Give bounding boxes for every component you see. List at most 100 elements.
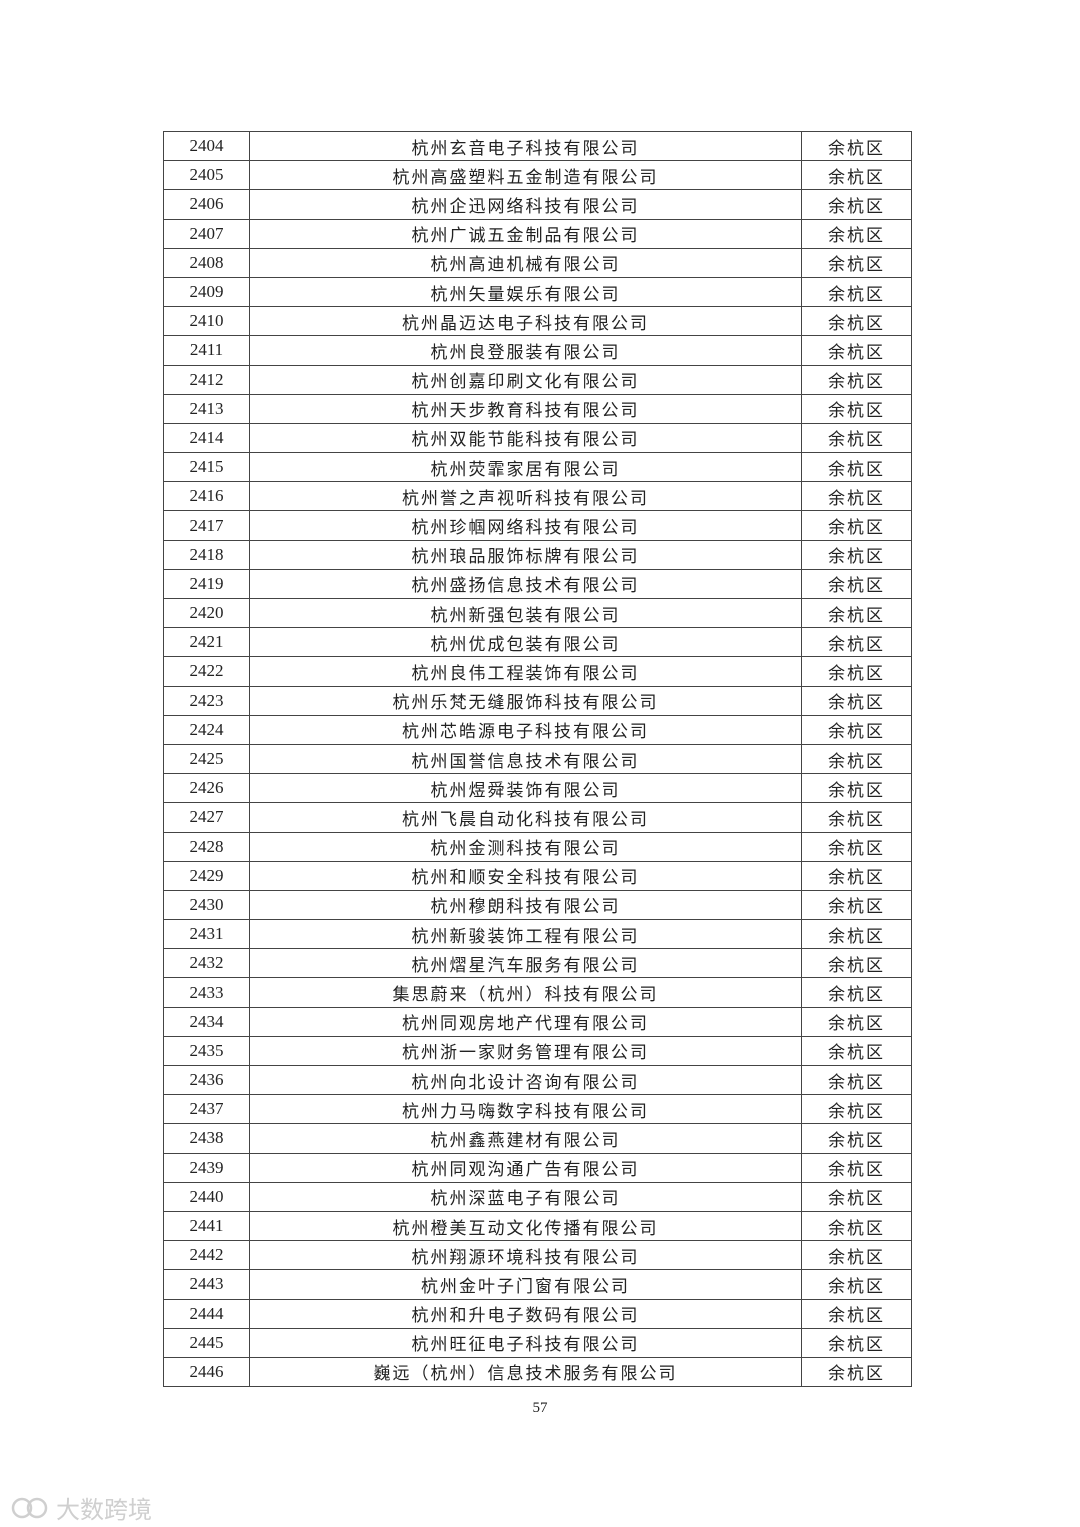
row-number: 2440 (163, 1181, 250, 1212)
row-number: 2425 (163, 743, 250, 775)
table-row: 2407 杭州广诚五金制品有限公司 余杭区 (163, 218, 912, 249)
district: 余杭区 (801, 1123, 912, 1154)
district: 余杭区 (801, 335, 912, 366)
district: 余杭区 (801, 160, 912, 191)
table-row: 2436 杭州向北设计咨询有限公司 余杭区 (163, 1064, 912, 1096)
table-row: 2422 杭州良伟工程装饰有限公司 余杭区 (163, 656, 912, 687)
company-name: 杭州企迅网络科技有限公司 (249, 189, 802, 220)
table-row: 2435 杭州浙一家财务管理有限公司 余杭区 (163, 1035, 912, 1067)
district: 余杭区 (801, 627, 912, 658)
district: 余杭区 (801, 510, 912, 541)
company-name: 杭州金叶子门窗有限公司 (249, 1269, 802, 1300)
table-row: 2404 杭州玄音电子科技有限公司 余杭区 (163, 130, 912, 162)
district: 余杭区 (801, 773, 912, 804)
company-name: 杭州荧霏家居有限公司 (249, 452, 802, 483)
page-number: 57 (532, 1400, 548, 1416)
district: 余杭区 (801, 568, 912, 600)
table-row: 2419 杭州盛扬信息技术有限公司 余杭区 (163, 568, 912, 600)
row-number: 2408 (163, 247, 250, 278)
table-row: 2409 杭州矢量娱乐有限公司 余杭区 (163, 276, 912, 308)
row-number: 2412 (163, 364, 250, 395)
row-number: 2418 (163, 539, 250, 570)
row-number: 2419 (163, 568, 250, 600)
company-name: 杭州玄音电子科技有限公司 (249, 130, 802, 162)
company-name: 杭州广诚五金制品有限公司 (249, 218, 802, 249)
company-name: 杭州国誉信息技术有限公司 (249, 743, 802, 775)
company-name: 杭州晶迈达电子科技有限公司 (249, 306, 802, 337)
row-number: 2424 (163, 714, 250, 745)
company-name: 杭州金测科技有限公司 (249, 831, 802, 862)
district: 余杭区 (801, 393, 912, 424)
district: 余杭区 (801, 1152, 912, 1183)
company-name: 杭州旺征电子科技有限公司 (249, 1327, 802, 1358)
district: 余杭区 (801, 1064, 912, 1096)
row-number: 2442 (163, 1240, 250, 1271)
table-row: 2431 杭州新骏装饰工程有限公司 余杭区 (163, 919, 912, 950)
table-row: 2446 巍远（杭州）信息技术服务有限公司 余杭区 (163, 1356, 912, 1388)
table-row: 2406 杭州企迅网络科技有限公司 余杭区 (163, 189, 912, 220)
district: 余杭区 (801, 276, 912, 308)
table-row: 2427 杭州飞晨自动化科技有限公司 余杭区 (163, 802, 912, 833)
row-number: 2417 (163, 510, 250, 541)
row-number: 2428 (163, 831, 250, 862)
row-number: 2409 (163, 276, 250, 308)
district: 余杭区 (801, 1181, 912, 1212)
district: 余杭区 (801, 1094, 912, 1125)
row-number: 2441 (163, 1210, 250, 1242)
district: 余杭区 (801, 948, 912, 979)
district: 余杭区 (801, 802, 912, 833)
company-name: 杭州穆朗科技有限公司 (249, 889, 802, 921)
table-row: 2423 杭州乐梵无缝服饰科技有限公司 余杭区 (163, 685, 912, 716)
row-number: 2431 (163, 919, 250, 950)
company-name: 杭州翔源环境科技有限公司 (249, 1240, 802, 1271)
district: 余杭区 (801, 130, 912, 162)
table-row: 2440 杭州深蓝电子有限公司 余杭区 (163, 1181, 912, 1212)
company-table: 2404 杭州玄音电子科技有限公司 余杭区 2405 杭州高盛塑料五金制造有限公司 余杭区… (163, 130, 912, 1388)
table-row: 2411 杭州良登服装有限公司 余杭区 (163, 335, 912, 366)
row-number: 2415 (163, 452, 250, 483)
company-name: 杭州橙美互动文化传播有限公司 (249, 1210, 802, 1242)
table-row: 2442 杭州翔源环境科技有限公司 余杭区 (163, 1240, 912, 1271)
table-row: 2433 集思蔚来（杭州）科技有限公司 余杭区 (163, 977, 912, 1008)
row-number: 2427 (163, 802, 250, 833)
company-name: 杭州和升电子数码有限公司 (249, 1298, 802, 1329)
table-row: 2421 杭州优成包装有限公司 余杭区 (163, 627, 912, 658)
company-name: 杭州高迪机械有限公司 (249, 247, 802, 278)
company-name: 杭州高盛塑料五金制造有限公司 (249, 160, 802, 191)
company-name: 杭州力马嗨数字科技有限公司 (249, 1094, 802, 1125)
company-name: 杭州乐梵无缝服饰科技有限公司 (249, 685, 802, 716)
company-name: 杭州煜舜装饰有限公司 (249, 773, 802, 804)
table-row: 2443 杭州金叶子门窗有限公司 余杭区 (163, 1269, 912, 1300)
district: 余杭区 (801, 247, 912, 278)
district: 余杭区 (801, 481, 912, 512)
company-name: 杭州盛扬信息技术有限公司 (249, 568, 802, 600)
company-name: 巍远（杭州）信息技术服务有限公司 (249, 1356, 802, 1388)
company-name: 杭州良登服装有限公司 (249, 335, 802, 366)
district: 余杭区 (801, 364, 912, 395)
table-row: 2412 杭州创嘉印刷文化有限公司 余杭区 (163, 364, 912, 395)
row-number: 2443 (163, 1269, 250, 1300)
table-row: 2434 杭州同观房地产代理有限公司 余杭区 (163, 1006, 912, 1037)
table-row: 2437 杭州力马嗨数字科技有限公司 余杭区 (163, 1094, 912, 1125)
row-number: 2422 (163, 656, 250, 687)
company-name: 杭州新强包装有限公司 (249, 597, 802, 629)
table-row: 2424 杭州芯皓源电子科技有限公司 余杭区 (163, 714, 912, 745)
row-number: 2438 (163, 1123, 250, 1154)
row-number: 2437 (163, 1094, 250, 1125)
row-number: 2410 (163, 306, 250, 337)
table-row: 2438 杭州鑫燕建材有限公司 余杭区 (163, 1123, 912, 1154)
row-number: 2430 (163, 889, 250, 921)
table-row: 2428 杭州金测科技有限公司 余杭区 (163, 831, 912, 862)
company-name: 杭州同观沟通广告有限公司 (249, 1152, 802, 1183)
district: 余杭区 (801, 597, 912, 629)
row-number: 2414 (163, 422, 250, 454)
row-number: 2429 (163, 860, 250, 891)
district: 余杭区 (801, 539, 912, 570)
row-number: 2405 (163, 160, 250, 191)
company-name: 杭州飞晨自动化科技有限公司 (249, 802, 802, 833)
company-name: 杭州优成包装有限公司 (249, 627, 802, 658)
company-name: 杭州和顺安全科技有限公司 (249, 860, 802, 891)
district: 余杭区 (801, 422, 912, 454)
row-number: 2407 (163, 218, 250, 249)
